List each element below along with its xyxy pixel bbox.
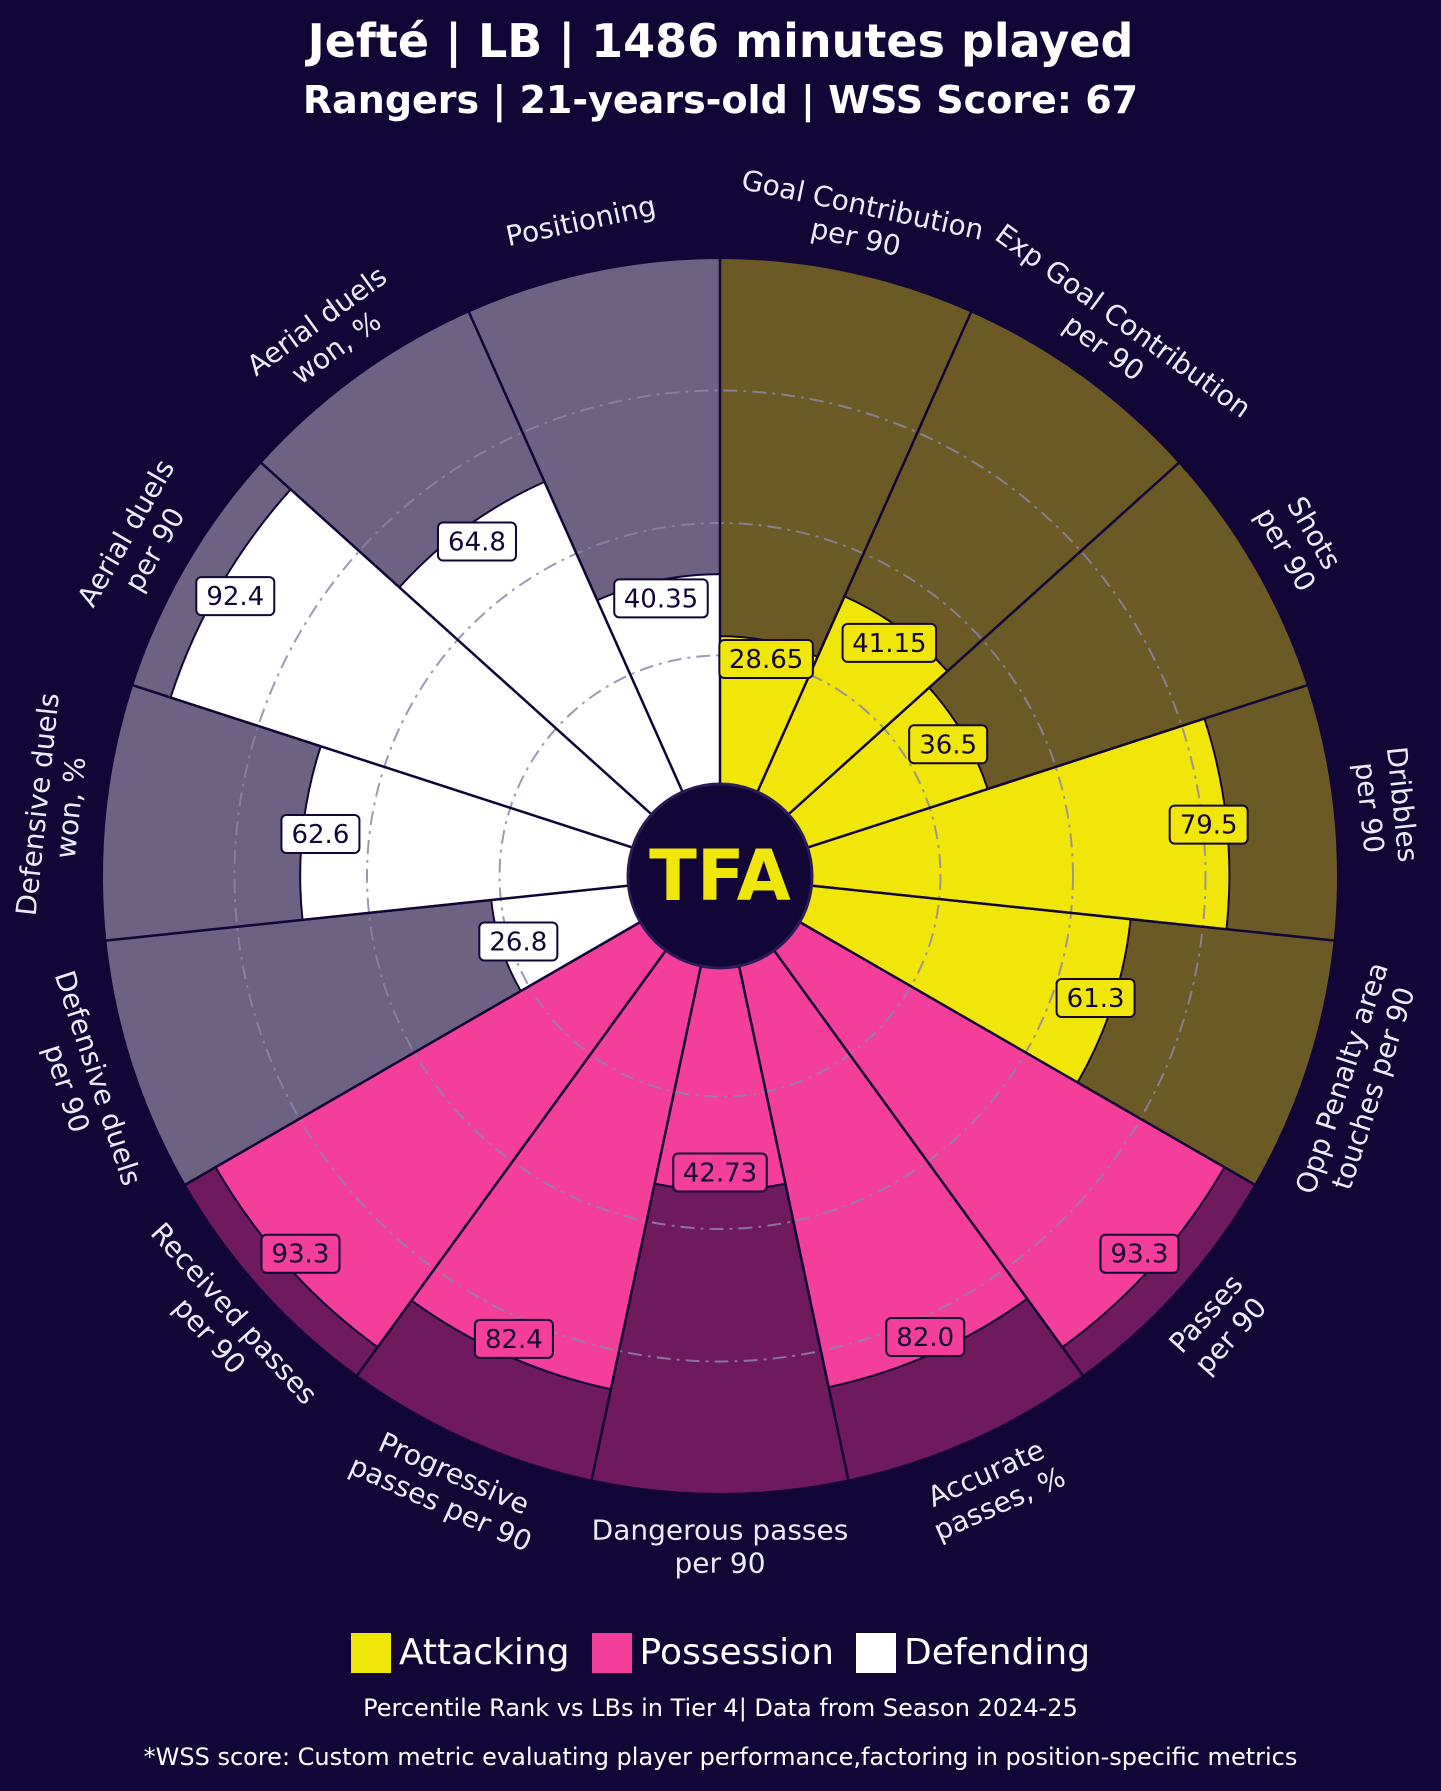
chart-title: Jefté | LB | 1486 minutes played: [307, 14, 1134, 68]
metric-label: Positioning: [503, 189, 659, 253]
value-label-box: [478, 921, 559, 962]
value-label-box: [841, 622, 938, 663]
value-label-text: 40.35: [624, 584, 698, 614]
value-label: 93.3: [260, 1233, 341, 1274]
value-label: 92.4: [195, 576, 276, 617]
segment-divider: [795, 918, 1256, 1187]
value-label-text: 61.3: [1067, 984, 1125, 1014]
value-label-text: 36.5: [919, 730, 977, 760]
value-label: 28.65: [718, 639, 814, 680]
legend-label-possession: Possession: [639, 1632, 835, 1673]
legend-swatch-possession: [591, 1632, 632, 1673]
value-labels: 28.65 41.15 36.5 79.5 61.3 93.3 82.0 42.73 82.4 9…: [195, 521, 1249, 1359]
value-label-box: [1055, 978, 1136, 1019]
gridline-75: [233, 389, 1207, 1363]
segment-divider: [754, 310, 973, 797]
wss-footnote: *WSS score: Custom metric evaluating pla…: [143, 1743, 1298, 1771]
legend-label-defending: Defending: [904, 1632, 1091, 1673]
segment-divider: [784, 461, 1181, 819]
gridline-25: [498, 654, 942, 1098]
value-label-text: 42.73: [683, 1158, 757, 1188]
value-label-box: [1168, 804, 1249, 845]
value-label: 82.4: [473, 1318, 554, 1359]
metric-label-line: per 90: [674, 1547, 765, 1580]
value-label-text: 64.8: [448, 528, 506, 558]
segment-divider: [467, 310, 686, 797]
value-label: 61.3: [1055, 978, 1136, 1019]
value-label-text: 82.4: [485, 1325, 543, 1355]
metric-label-line: Positioning: [503, 189, 659, 253]
legend-label-attacking: Attacking: [398, 1632, 570, 1673]
value-label-text: 93.3: [272, 1240, 330, 1270]
value-label-box: [613, 578, 709, 619]
value-label-text: 79.5: [1180, 811, 1238, 841]
value-label-text: 41.15: [852, 629, 926, 659]
legend-swatch-attacking: [350, 1632, 391, 1673]
value-label-text: 62.6: [291, 820, 349, 850]
segment-divider: [803, 683, 1309, 850]
value-label-text: 92.4: [206, 582, 264, 612]
pizza-chart: 28.65 41.15 36.5 79.5 61.3 93.3 82.0 42.73 82.4 9…: [10, 163, 1425, 1580]
value-label: 42.73: [672, 1152, 768, 1193]
value-label: 36.5: [908, 724, 989, 765]
value-label-text: 28.65: [729, 645, 803, 675]
metric-label: Defensive duelswon, %: [10, 691, 99, 920]
segment-divider: [770, 946, 1085, 1377]
value-label: 79.5: [1168, 804, 1249, 845]
percentile-note: Percentile Rank vs LBs in Tier 4| Data f…: [363, 1694, 1078, 1722]
value-label: 64.8: [436, 521, 517, 562]
value-label-box: [260, 1233, 341, 1274]
segment-divider: [131, 683, 637, 850]
value-label-box: [885, 1316, 966, 1357]
center-logo: TFA: [626, 782, 814, 970]
tfa-logo-text: TFA: [649, 835, 791, 917]
value-label-box: [672, 1152, 768, 1193]
value-label-box: [1099, 1233, 1180, 1274]
value-label: 41.15: [841, 622, 938, 663]
legend: Attacking Possession Defending: [0, 1632, 1441, 1673]
legend-item-attacking: Attacking: [350, 1632, 570, 1673]
metric-label-line: Dangerous passes: [592, 1514, 849, 1547]
segment-divider: [737, 961, 850, 1481]
segment-divider: [259, 461, 656, 819]
segment-divider: [105, 883, 633, 942]
value-label-box: [195, 576, 276, 617]
segment-dividers: [105, 258, 1335, 1481]
logo-circle: [626, 782, 814, 970]
value-label-box: [718, 639, 814, 680]
value-label-box: [908, 724, 989, 765]
metric-label: Dribblesper 90: [1347, 745, 1425, 867]
value-label-box: [280, 814, 361, 855]
value-label: 62.6: [280, 814, 361, 855]
segment-divider: [807, 883, 1335, 942]
value-label-box: [473, 1318, 554, 1359]
value-label: 26.8: [478, 921, 559, 962]
value-label-text: 93.3: [1111, 1240, 1169, 1270]
segment-divider: [355, 946, 670, 1377]
value-label-text: 82.0: [896, 1323, 954, 1353]
legend-item-possession: Possession: [591, 1632, 835, 1673]
metric-label: Dangerous passes per 90: [592, 1514, 849, 1580]
segment-divider: [590, 961, 703, 1481]
value-label-text: 26.8: [489, 928, 547, 958]
value-label: 93.3: [1099, 1233, 1180, 1274]
chart-subtitle: Rangers | 21-years-old | WSS Score: 67: [302, 78, 1139, 122]
metric-label: Shotsper 90: [1248, 485, 1351, 597]
value-label-box: [436, 521, 517, 562]
value-label: 82.0: [885, 1316, 966, 1357]
value-label: 40.35: [613, 578, 709, 619]
legend-item-defending: Defending: [856, 1632, 1090, 1673]
legend-swatch-defending: [856, 1632, 897, 1673]
segment-divider: [184, 918, 645, 1187]
